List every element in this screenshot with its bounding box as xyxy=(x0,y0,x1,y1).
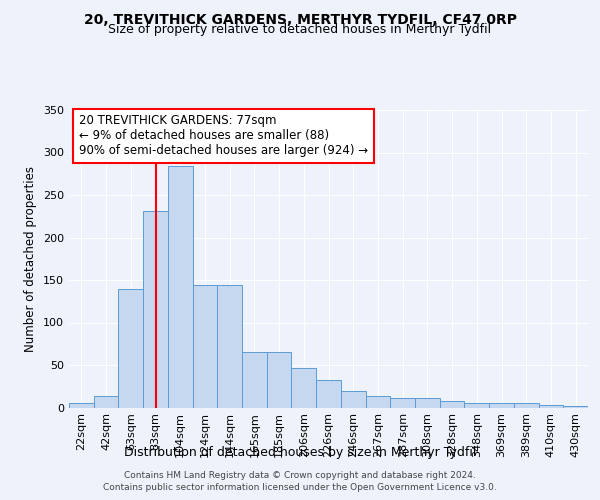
Text: Size of property relative to detached houses in Merthyr Tydfil: Size of property relative to detached ho… xyxy=(109,22,491,36)
Bar xyxy=(217,285,242,408)
Bar xyxy=(316,380,341,407)
Bar xyxy=(193,285,217,408)
Text: 20 TREVITHICK GARDENS: 77sqm
← 9% of detached houses are smaller (88)
90% of sem: 20 TREVITHICK GARDENS: 77sqm ← 9% of det… xyxy=(79,114,368,158)
Bar xyxy=(242,352,267,408)
Bar xyxy=(69,403,94,407)
Bar xyxy=(539,405,563,407)
Bar xyxy=(292,368,316,408)
Text: 20, TREVITHICK GARDENS, MERTHYR TYDFIL, CF47 0RP: 20, TREVITHICK GARDENS, MERTHYR TYDFIL, … xyxy=(83,12,517,26)
Bar xyxy=(440,400,464,407)
Bar xyxy=(143,211,168,408)
Y-axis label: Number of detached properties: Number of detached properties xyxy=(25,166,37,352)
Bar xyxy=(94,396,118,407)
Bar xyxy=(563,406,588,407)
Bar xyxy=(415,398,440,407)
Text: Contains HM Land Registry data © Crown copyright and database right 2024.: Contains HM Land Registry data © Crown c… xyxy=(124,472,476,480)
Bar xyxy=(390,398,415,407)
Bar xyxy=(118,288,143,408)
Text: Contains public sector information licensed under the Open Government Licence v3: Contains public sector information licen… xyxy=(103,483,497,492)
Bar xyxy=(168,166,193,408)
Bar xyxy=(341,392,365,407)
Bar xyxy=(365,396,390,407)
Bar xyxy=(489,403,514,407)
Bar xyxy=(464,403,489,407)
Bar xyxy=(514,403,539,407)
Bar xyxy=(267,352,292,408)
Text: Distribution of detached houses by size in Merthyr Tydfil: Distribution of detached houses by size … xyxy=(124,446,476,459)
